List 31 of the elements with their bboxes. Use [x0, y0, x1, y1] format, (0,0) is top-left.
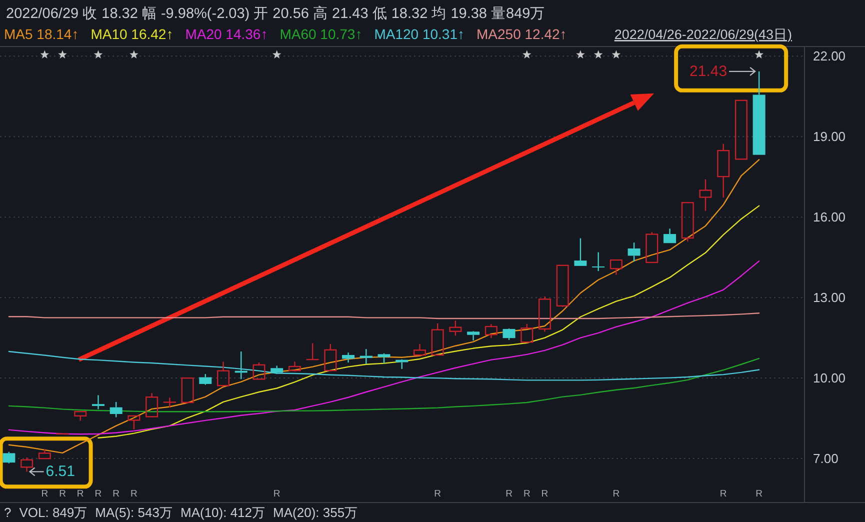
x-tick-label: R	[720, 488, 727, 500]
x-tick-label: R	[130, 488, 138, 500]
y-tick-label: 13.00	[813, 290, 846, 306]
value-label: 21.43	[690, 62, 728, 80]
x-tick-label: R	[273, 488, 280, 500]
y-tick-label: 16.00	[813, 210, 846, 225]
y-tick-label: 22.00	[813, 48, 846, 64]
x-tick-label: R	[76, 488, 84, 500]
x-tick-label: R	[612, 488, 620, 500]
x-tick-label: R	[59, 488, 66, 500]
x-tick-label: R	[112, 488, 120, 500]
legend-item: MA60 10.73↑	[280, 26, 362, 42]
x-tick-label: R	[523, 488, 530, 500]
value-label: 6.51	[46, 463, 75, 480]
y-tick-label: 10.00	[813, 370, 846, 386]
y-tick-label: 7.00	[813, 451, 838, 466]
legend-item: MA10 16.42↑	[90, 26, 174, 42]
notes: ? VOL: 849万 MA(5): 543万 MA(10): 412万 MA(20): 355万	[4, 505, 358, 520]
subtitle: 2022/04/26-2022/06/29(43日)	[614, 27, 792, 42]
legend-item: MA250 12.42↑	[476, 26, 567, 42]
legend-item: MA5 18.14↑	[4, 26, 79, 42]
x-tick-label: R	[506, 488, 513, 500]
x-tick-label: R	[756, 488, 763, 500]
legend-item: MA20 14.36↑	[185, 26, 268, 42]
legend-item: MA120 10.31↑	[374, 26, 465, 42]
y-tick-label: 19.00	[813, 129, 846, 144]
x-tick-label: R	[94, 488, 102, 500]
x-tick-label: R	[541, 488, 548, 500]
title: 2022/06/29 收 18.32 幅 -9.98%(-2.03) 开 20.56 高 21.43 低 18.32 均 19.38 量849万	[6, 6, 546, 22]
x-tick-label: R	[434, 488, 442, 500]
x-tick-label: R	[41, 488, 48, 500]
